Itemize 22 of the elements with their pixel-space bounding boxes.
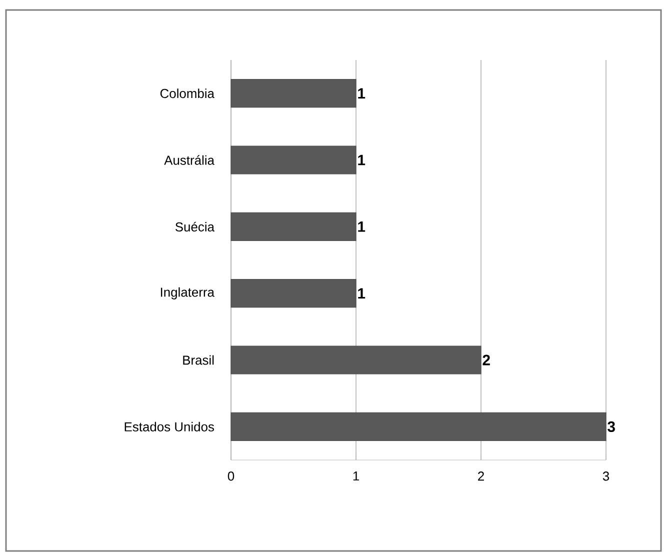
bar bbox=[230, 412, 606, 441]
y-tick-label: Inglaterra bbox=[160, 287, 214, 300]
x-tick-label: 2 bbox=[478, 472, 484, 481]
data-label: 1 bbox=[358, 288, 366, 298]
bar bbox=[230, 279, 356, 308]
bar bbox=[230, 79, 356, 108]
y-tick-label: Colombia bbox=[160, 88, 214, 98]
data-label: 3 bbox=[608, 421, 615, 432]
y-tick-label: Brasil bbox=[183, 355, 214, 365]
data-label: 2 bbox=[482, 354, 490, 366]
y-tick-label: Estados Unidos bbox=[124, 422, 214, 432]
y-tick-label: Suécia bbox=[175, 222, 214, 232]
bar bbox=[230, 346, 482, 374]
data-label: 1 bbox=[358, 154, 366, 166]
data-label: 1 bbox=[358, 88, 366, 98]
x-tick-label: 3 bbox=[602, 472, 610, 481]
data-label: 1 bbox=[358, 222, 366, 232]
x-tick-label: 0 bbox=[228, 472, 234, 481]
x-tick-label: 1 bbox=[353, 472, 359, 480]
y-tick-label: Austrália bbox=[164, 155, 214, 165]
bar bbox=[230, 146, 356, 174]
bar bbox=[230, 212, 356, 241]
